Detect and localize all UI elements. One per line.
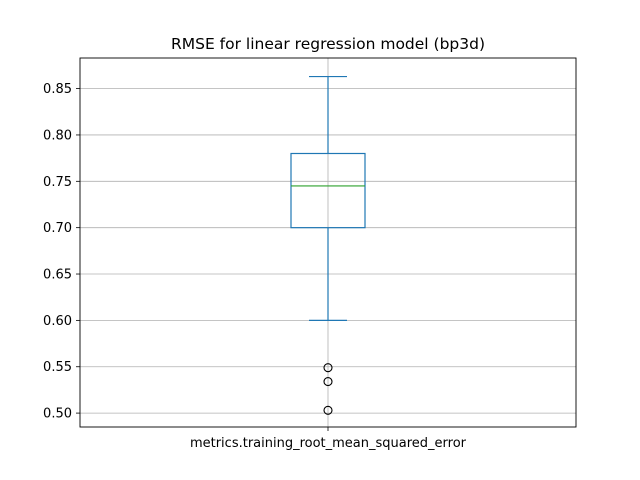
x-axis-ticks: metrics.training_root_mean_squared_error <box>190 427 467 451</box>
x-tick-label: metrics.training_root_mean_squared_error <box>190 436 467 451</box>
plot-frame <box>79 57 577 428</box>
chart-title: RMSE for linear regression model (bp3d) <box>171 35 485 53</box>
box-series <box>290 75 366 415</box>
y-tick-label: 0.75 <box>43 175 72 190</box>
y-tick-label: 0.60 <box>43 314 72 329</box>
outlier-point <box>323 405 333 415</box>
iqr-box <box>290 152 366 229</box>
y-tick-label: 0.55 <box>43 360 72 375</box>
y-tick-label: 0.65 <box>43 268 72 283</box>
y-tick-label: 0.80 <box>43 128 72 143</box>
y-tick-label: 0.70 <box>43 221 72 236</box>
outlier-point <box>323 377 333 387</box>
outlier-point <box>323 363 333 373</box>
y-tick-label: 0.50 <box>43 407 72 422</box>
y-axis-ticks: 0.50 0.55 0.60 0.65 0.70 0.75 0.80 0.85 <box>43 82 80 422</box>
y-tick-label: 0.85 <box>43 82 72 97</box>
